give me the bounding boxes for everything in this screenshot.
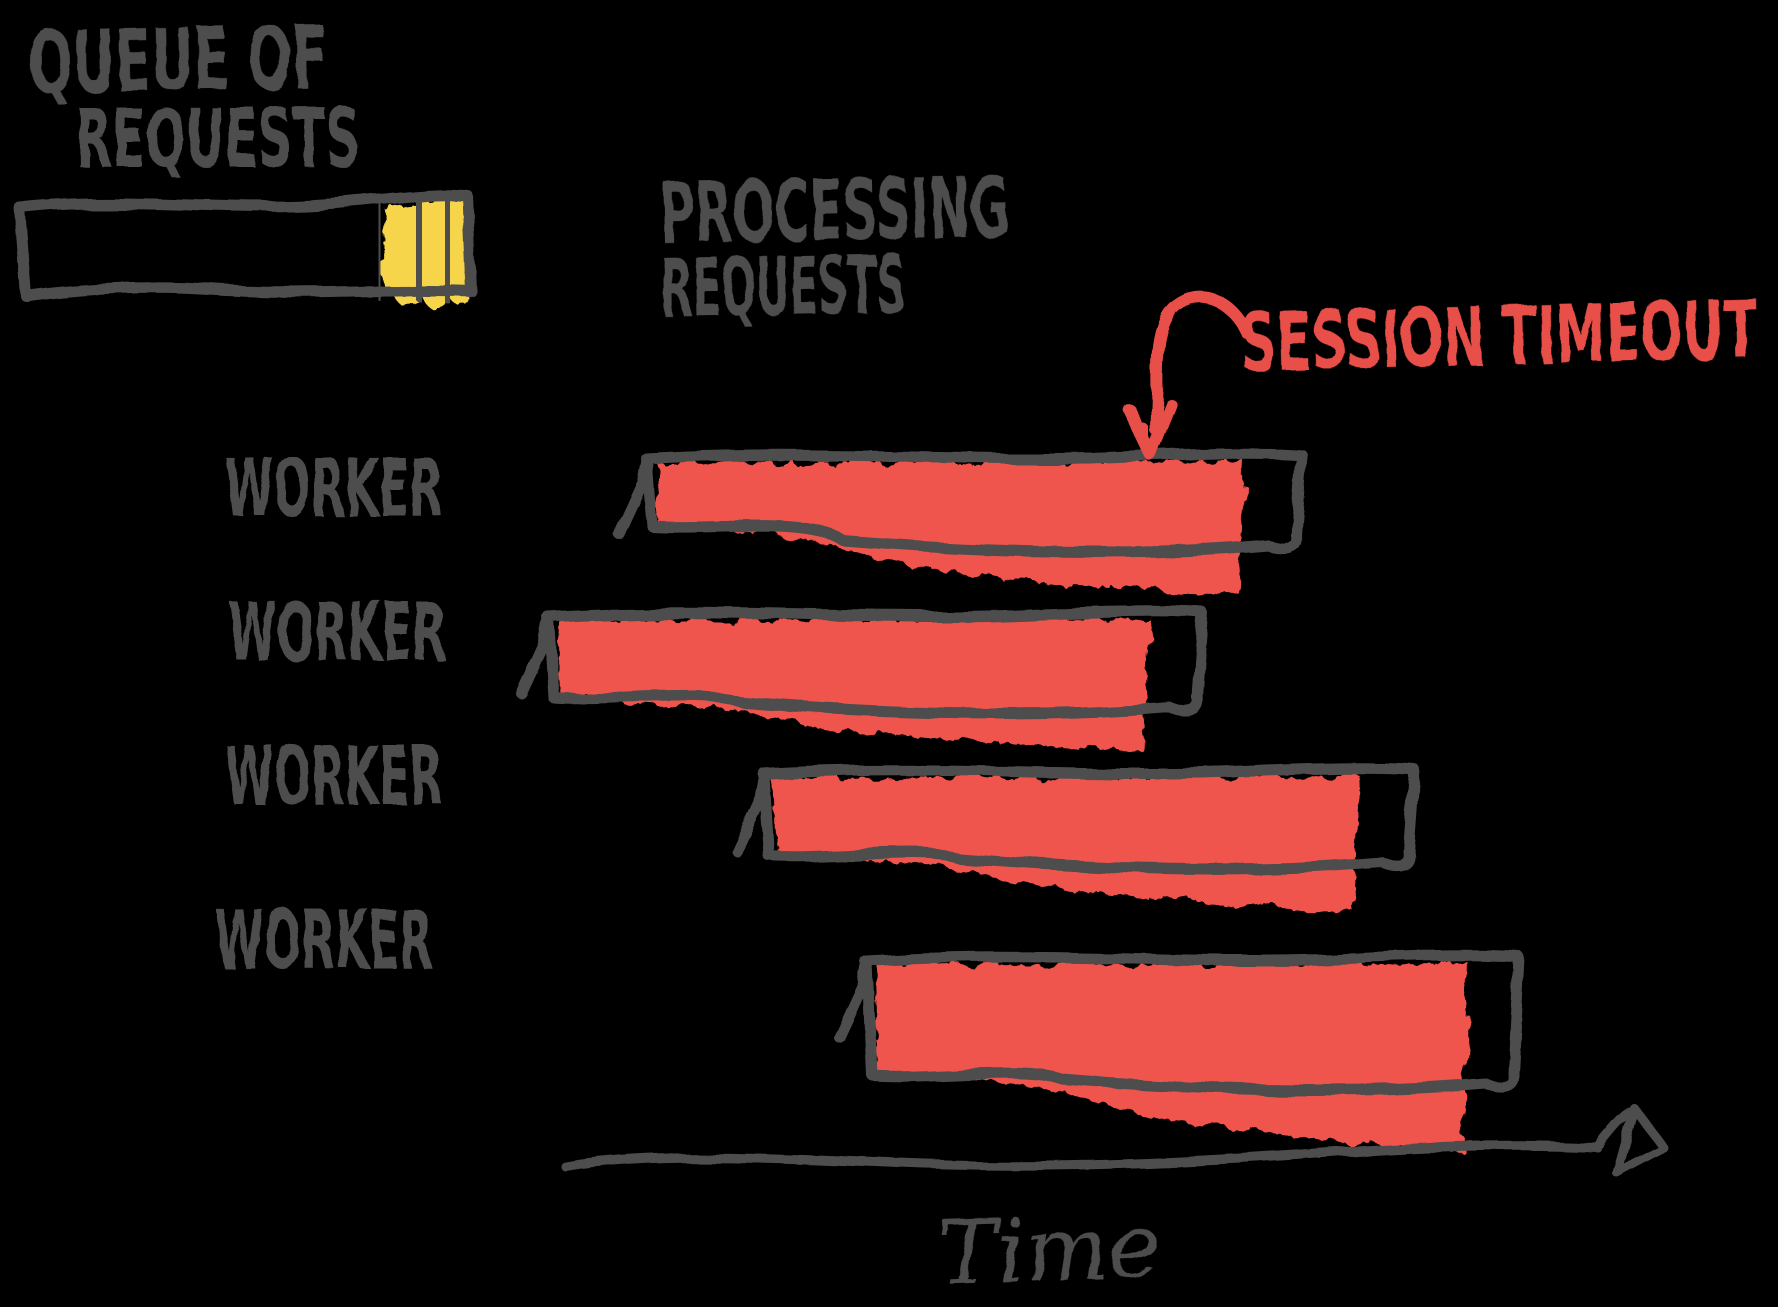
session-timeout-label: SESSION TIMEOUT	[1239, 283, 1760, 390]
worker-label: WORKER	[228, 586, 446, 679]
queue-slot-divider	[372, 199, 387, 301]
session-timeout-arrowhead	[1123, 399, 1177, 461]
timeout-window-outline	[614, 447, 1308, 558]
worker-label: WORKER	[215, 894, 433, 987]
timeout-window-outline	[515, 605, 1209, 720]
processing-heading: PROCESSING REQUESTS	[659, 158, 1011, 335]
time-axis-line	[561, 1140, 1602, 1172]
worker-rows: WORKER WORKER WORKER WORKER	[215, 442, 1525, 1151]
processing-bar-fill	[657, 461, 1245, 595]
processing-title-line2: REQUESTS	[660, 238, 907, 335]
session-timeout-arrow	[1150, 291, 1253, 436]
timeout-window-outline	[833, 949, 1525, 1096]
time-axis-group: Time	[561, 1103, 1668, 1305]
queue-slot-divider	[439, 193, 456, 305]
worker-row: WORKER	[225, 442, 1308, 595]
worker-label: WORKER	[225, 442, 443, 535]
queue-box	[14, 189, 478, 303]
queue-slot-divider	[410, 197, 428, 303]
time-axis-label: Time	[936, 1194, 1162, 1305]
worker-row: WORKER	[228, 586, 1209, 751]
processing-title-line1: PROCESSING	[659, 158, 1011, 262]
processing-bar-fill	[558, 619, 1150, 751]
time-axis-arrowhead	[1592, 1103, 1668, 1177]
worker-row: WORKER	[215, 894, 1525, 1151]
worker-row: WORKER	[225, 730, 1421, 912]
queue-group: QUEUE OF REQUESTS	[14, 8, 478, 309]
processing-bar-fill	[773, 776, 1360, 912]
session-timeout-annotation: SESSION TIMEOUT	[1123, 283, 1760, 461]
queue-title-line1: QUEUE OF	[27, 8, 329, 113]
queue-title-line2: REQUESTS	[75, 92, 360, 185]
processing-bar-fill	[876, 963, 1469, 1151]
worker-label: WORKER	[225, 730, 443, 823]
timeout-window-outline	[730, 762, 1421, 875]
session-timeout-arrowhead-tick	[1137, 423, 1153, 452]
